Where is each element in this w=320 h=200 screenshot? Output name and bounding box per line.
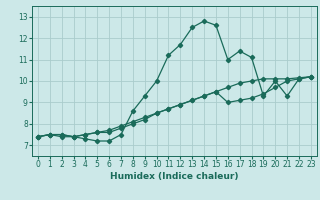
X-axis label: Humidex (Indice chaleur): Humidex (Indice chaleur) [110,172,239,181]
